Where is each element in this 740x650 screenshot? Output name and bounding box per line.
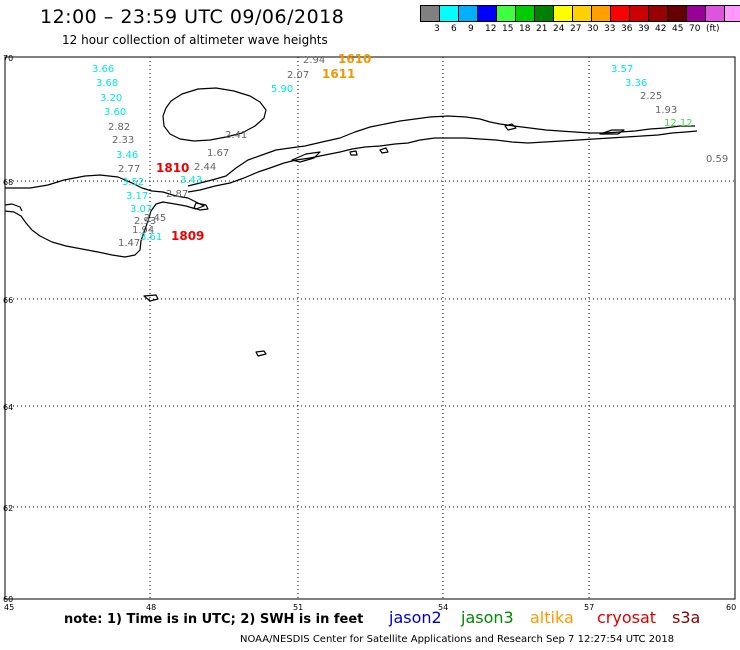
satellite-name: altika: [530, 608, 574, 627]
satellite-name: cryosat: [597, 608, 657, 627]
small-island-5: [599, 129, 625, 135]
small-island-4: [291, 151, 321, 163]
wave-height-reading: 3.52: [122, 177, 144, 188]
wave-height-reading: 3.20: [100, 93, 122, 104]
wave-height-reading: 0.59: [706, 154, 728, 165]
wave-height-reading: 2.87: [166, 189, 188, 200]
scale-label: 6: [451, 24, 457, 34]
longitude-label: 54: [438, 603, 448, 612]
longitude-label: 51: [293, 603, 303, 612]
footer-credit: NOAA/NESDIS Center for Satellite Applica…: [240, 634, 675, 645]
wave-height-reading: 3.60: [104, 107, 126, 118]
latitude-label: 64: [3, 403, 13, 412]
wave-height-reading: 2.82: [108, 122, 130, 133]
longitude-label: 60: [726, 603, 736, 612]
note-text: note: 1) Time is in UTC; 2) SWH is in fe…: [64, 612, 364, 627]
track-time-label: 1809: [171, 229, 204, 243]
scale-label: 3: [434, 24, 440, 34]
wave-height-reading: 2.07: [287, 70, 309, 81]
novaya-zemlya-south-coast: [187, 130, 698, 193]
scale-label: 39: [638, 24, 650, 34]
scale-label: 12: [485, 24, 497, 34]
wave-height-reading: 1.94: [132, 225, 154, 236]
wave-height-reading: 3.57: [611, 64, 633, 75]
longitude-label: 48: [146, 603, 156, 612]
wave-height-reading: 2.77: [118, 164, 140, 175]
wave-height-reading: 3.61: [140, 232, 162, 243]
latitude-label: 66: [3, 296, 13, 305]
latitude-label: 60: [3, 595, 13, 604]
wave-height-reading: 2.94: [303, 55, 325, 66]
satellite-name: jason3: [461, 608, 514, 627]
scale-label: 15: [502, 24, 514, 34]
wave-height-reading: 1.67: [207, 148, 229, 159]
scale-label: 70: [689, 24, 701, 34]
latitude-label: 70: [3, 54, 13, 63]
track-time-label: 1610: [338, 52, 371, 66]
wave-height-reading: 12.12: [664, 118, 693, 129]
small-island-7: [379, 147, 389, 154]
wave-height-reading: 3.66: [92, 64, 114, 75]
longitude-label: 45: [4, 603, 14, 612]
longitude-label: 57: [584, 603, 594, 612]
wave-height-reading: 2.93: [134, 216, 156, 227]
scale-label: 18: [519, 24, 531, 34]
wave-height-reading: 3.17: [126, 191, 148, 202]
satellite-name: jason2: [389, 608, 442, 627]
wave-height-reading: 3.68: [96, 78, 118, 89]
color-scale-legend: 3 6 9 12 15 18 21 24 27 30 33 36 39 42 45 70 (ft): [420, 5, 740, 34]
wave-height-reading: 2.41: [225, 130, 247, 141]
scale-swatch: [724, 5, 740, 22]
track-time-label: 1611: [322, 67, 355, 81]
wave-height-reading: 2.33: [112, 135, 134, 146]
wave-height-reading: 2.45: [144, 213, 166, 224]
scale-label: 33: [604, 24, 616, 34]
small-island-1: [193, 202, 209, 211]
coast-inlet: [4, 203, 23, 212]
scale-label: 36: [621, 24, 633, 34]
wave-height-reading: 1.93: [655, 105, 677, 116]
small-island-3: [255, 350, 267, 357]
wave-height-reading: 3.43: [180, 175, 202, 186]
chart-title: 12:00 – 23:59 UTC 09/06/2018: [40, 6, 345, 28]
wave-height-reading: 3.36: [625, 78, 647, 89]
mainland-coastline: [4, 174, 205, 258]
wave-height-reading: 2.44: [194, 162, 216, 173]
color-scale-swatches: [420, 5, 740, 22]
wave-height-reading: 3.46: [116, 150, 138, 161]
scale-label: 9: [468, 24, 474, 34]
wave-height-reading: 2.25: [640, 91, 662, 102]
scale-label: (ft): [706, 24, 720, 34]
novaya-zemlya-north-coast: [187, 115, 695, 187]
small-island-6: [504, 123, 517, 131]
scale-label: 24: [553, 24, 565, 34]
scale-label: 45: [672, 24, 684, 34]
latitude-label: 68: [3, 178, 13, 187]
kolguev-island: [162, 87, 267, 142]
track-time-label: 1810: [156, 161, 189, 175]
small-island-2: [143, 294, 159, 302]
chart-subtitle: 12 hour collection of altimeter wave hei…: [62, 33, 328, 47]
small-island-8: [349, 150, 358, 156]
satellite-name: s3a: [672, 608, 701, 627]
scale-label: 27: [570, 24, 582, 34]
wave-height-reading: 1.47: [118, 238, 140, 249]
latitude-label: 62: [3, 504, 13, 513]
wave-height-reading: 3.07: [130, 204, 152, 215]
wave-height-reading: 5.90: [271, 84, 293, 95]
color-scale-labels: 3 6 9 12 15 18 21 24 27 30 33 36 39 42 45 70 (ft): [421, 22, 740, 34]
scale-label: 21: [536, 24, 548, 34]
scale-label: 30: [587, 24, 599, 34]
scale-label: 42: [655, 24, 667, 34]
